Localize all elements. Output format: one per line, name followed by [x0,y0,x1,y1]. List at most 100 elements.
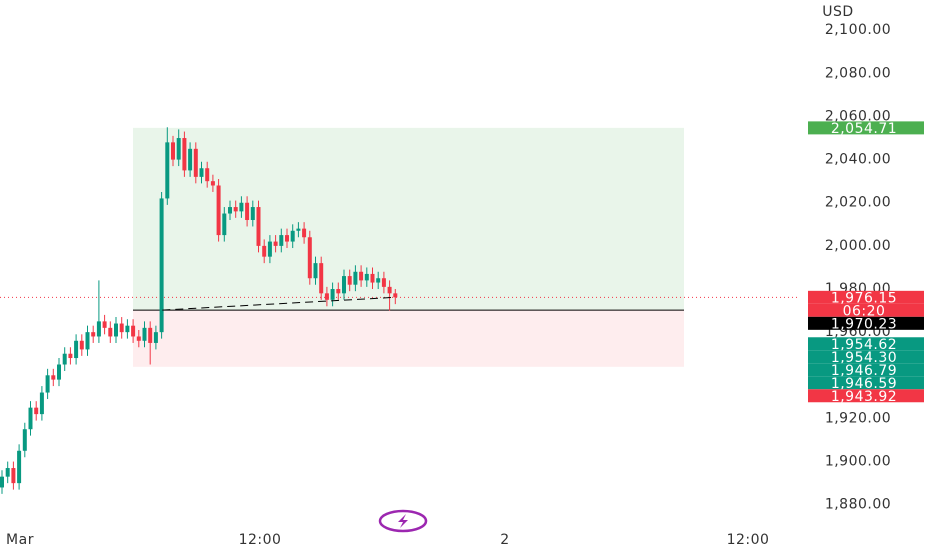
profit-zone [133,127,684,311]
candle-body [79,340,84,350]
y-tick-label: 2,060.00 [825,108,891,124]
price-label-box [808,303,924,317]
candle-body [45,375,50,393]
y-tick-label: 1,880.00 [825,497,891,513]
candle-body [393,293,398,298]
candle-body [239,202,244,212]
candle-body [119,323,124,333]
candle-body [324,293,329,300]
candle-body [353,271,358,285]
candle-body [302,228,307,238]
candle-body [182,138,187,171]
candle-body [125,325,130,333]
candle-body [22,429,27,451]
loss-zone [133,310,684,367]
price-label: 1,946.59 [831,376,897,392]
price-label-box [808,290,924,304]
candle-body [165,142,170,199]
price-label-box [808,363,924,377]
candle-body [193,148,198,177]
candle-body [307,237,312,279]
price-label: 1,943.92 [831,389,897,405]
candle-body [114,323,118,337]
candle-body [199,168,204,177]
candle-body [330,289,335,300]
candle-body [205,168,210,182]
y-tick-label: 2,040.00 [825,152,891,168]
candle-body [17,450,22,484]
candle-body [273,241,278,246]
candle-body [142,327,147,341]
candle-body [313,263,318,279]
candle-body [91,332,96,337]
candle-body [176,138,181,160]
candle-body [210,181,215,186]
candle-body [336,289,341,294]
candle-body [376,278,381,283]
lightning-icon[interactable] [378,509,428,533]
candle-body [0,476,4,488]
x-tick-label: 2 [500,532,509,548]
candle-body [364,273,369,281]
x-tick-label: Mar [6,532,34,548]
y-tick-label: 1,920.00 [825,410,891,426]
x-tick-label: 12:00 [727,532,770,548]
candle-body [85,332,90,350]
candle-body [159,198,164,333]
price-label: 2,054.71 [831,121,897,137]
candle-body [153,332,158,343]
candle-body [216,185,221,236]
candle-body [285,235,289,242]
candle-body [74,340,79,359]
candle-body [96,321,101,337]
candle-body [387,286,392,294]
candle-body [222,213,227,236]
price-label: 1,954.62 [831,337,897,353]
y-tick-label: 1,900.00 [825,454,891,470]
candle-body [136,336,141,341]
y-tick-label: 2,080.00 [825,65,891,81]
candle-body [131,325,136,337]
candle-body [171,142,175,160]
price-label: 1,954.30 [831,350,897,366]
candle-body [342,276,346,294]
candle-body [267,241,272,257]
candle-body [11,468,16,484]
candle-body [347,276,352,285]
candle-body [148,327,153,343]
currency: USD [822,4,853,20]
y-tick-label: 2,020.00 [825,195,891,211]
candle-body [256,207,261,246]
candle-body [102,321,107,328]
candle-body [34,407,39,415]
candle-body [296,228,301,231]
candle-body [28,407,33,430]
candle-body [62,353,67,365]
candle-body [57,364,61,380]
candle-body [188,148,193,171]
candle-body [228,207,232,214]
candle-body [250,207,255,220]
candle-body [262,245,267,257]
candle-body [51,375,56,380]
candle-body [290,230,295,242]
price-label-box [808,376,924,390]
candle-body [39,392,44,415]
y-tick-label: 2,100.00 [825,22,891,38]
price-label-box [808,350,924,364]
candle-body [319,263,324,294]
candle-body [245,202,250,220]
y-tick-label: 2,000.00 [825,238,891,254]
price-label: 06:20 [843,303,886,319]
candle-body [108,327,113,337]
price-label-box [808,337,924,351]
price-label: 1,946.79 [831,363,897,379]
candle-body [370,273,375,283]
price-label: 1,970.23 [831,316,897,332]
candle-body [381,278,386,287]
candle-body [233,207,238,212]
price-label-box [808,389,924,403]
candle-body [279,235,284,246]
price-label-box [808,316,924,330]
